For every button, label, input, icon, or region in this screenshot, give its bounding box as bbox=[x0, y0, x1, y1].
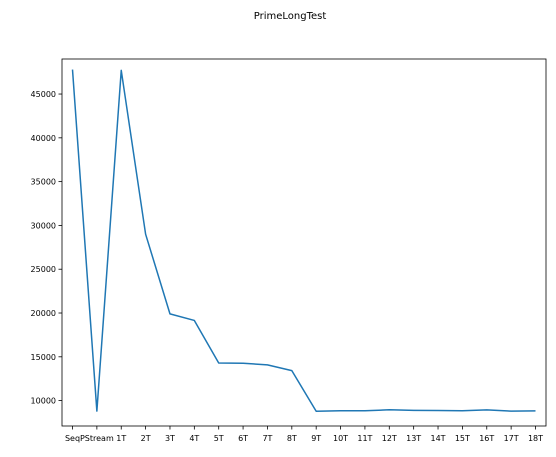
x-tick-label: 15T bbox=[455, 434, 470, 443]
x-tick-label: 13T bbox=[406, 434, 421, 443]
x-tick-label: 5T bbox=[214, 434, 224, 443]
series-line bbox=[71, 69, 536, 412]
y-tick-label: 30000 bbox=[31, 221, 56, 230]
y-tick-label: 40000 bbox=[31, 134, 56, 143]
x-tick-label: 14T bbox=[430, 434, 445, 443]
x-tick-label: 6T bbox=[238, 434, 248, 443]
x-tick-label: 4T bbox=[189, 434, 199, 443]
x-tick-label: PStream bbox=[80, 434, 114, 443]
x-tick-label: 8T bbox=[287, 434, 297, 443]
chart-title: PrimeLongTest bbox=[254, 11, 327, 22]
x-tick-label: 7T bbox=[262, 434, 272, 443]
x-tick-label: 12T bbox=[382, 434, 397, 443]
y-tick-label: 15000 bbox=[31, 353, 56, 362]
y-tick-label: 20000 bbox=[31, 309, 56, 318]
plot-area bbox=[61, 58, 547, 427]
x-tick-label: 17T bbox=[504, 434, 519, 443]
x-tick-label: 10T bbox=[333, 434, 348, 443]
y-tick-label: 10000 bbox=[31, 397, 56, 406]
x-tick-label: 3T bbox=[165, 434, 175, 443]
x-tick-label: Seq bbox=[65, 434, 80, 443]
x-tick-label: 18T bbox=[528, 434, 543, 443]
x-tick-label: 16T bbox=[479, 434, 494, 443]
y-tick-label: 25000 bbox=[31, 265, 56, 274]
y-axis: 10000 15000 20000 25000 30000 35000 40000 45000 bbox=[31, 90, 62, 406]
y-tick-label: 45000 bbox=[31, 90, 56, 99]
y-tick-label: 35000 bbox=[31, 178, 56, 187]
x-axis: Seq PStream 1T 2T 3T 4T 5T 6T 7T 8T 9T 10T 11T 12T 13T… bbox=[65, 426, 543, 443]
x-tick-label: 2T bbox=[141, 434, 151, 443]
x-tick-label: 11T bbox=[357, 434, 372, 443]
x-tick-label: 9T bbox=[311, 434, 321, 443]
x-tick-label: 1T bbox=[116, 434, 126, 443]
